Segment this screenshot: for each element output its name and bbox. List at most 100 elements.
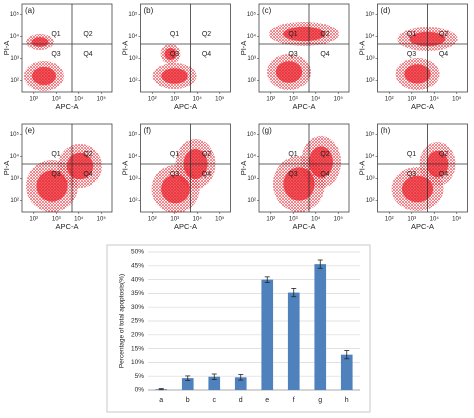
y-axis-label: PI-A: [357, 161, 366, 176]
event-core: [404, 64, 431, 84]
x-tick-label: 10⁴: [74, 216, 84, 223]
y-tick-label: 10⁴: [128, 153, 138, 160]
y-tick-label: 10⁵: [247, 11, 257, 18]
x-tick-label: 10³: [170, 217, 179, 223]
y-axis-label: PI-A: [120, 41, 129, 56]
panel-label: (f): [144, 126, 152, 135]
quadrant-label: Q2: [202, 31, 211, 38]
quadrant-label: Q1: [288, 31, 297, 38]
x-tick-label: 10⁵: [452, 96, 462, 103]
x-tick-label: 10²: [148, 217, 157, 223]
x-tick-label: 10²: [266, 217, 275, 223]
quadrant-label: Q4: [439, 171, 448, 178]
x-tick-label: 10⁵: [97, 216, 107, 223]
y-axis-label: PI-A: [2, 41, 11, 56]
flow-panel: Q1 Q2 Q3 Q4 (b) 10² 10³ 10⁴ 10⁵ 10² 10³ 10⁴ 10⁵ APC-A…: [120, 3, 231, 111]
quadrant-label: Q3: [288, 171, 297, 178]
y-tick-label: 10⁴: [128, 33, 138, 40]
x-tick-label: c: [213, 397, 217, 404]
panel-label: (e): [25, 126, 35, 135]
event-core: [31, 37, 49, 47]
bar: [181, 378, 194, 390]
bar: [287, 292, 300, 390]
x-tick-label: 10³: [52, 97, 61, 103]
x-tick-label: f: [293, 397, 295, 404]
event-core: [161, 68, 188, 84]
x-tick-label: 10⁵: [334, 216, 344, 223]
x-tick-label: 10²: [148, 97, 157, 103]
x-axis-label: APC-A: [56, 102, 79, 111]
x-tick-label: 10³: [289, 217, 298, 223]
y-tick-label: 10⁴: [365, 33, 375, 40]
y-tick-label: 20%: [131, 332, 144, 339]
y-tick-label: 10⁵: [128, 131, 138, 138]
quadrant-label: Q4: [320, 171, 329, 178]
quadrant-label: Q4: [202, 51, 211, 58]
y-tick-label: 10%: [131, 359, 144, 366]
event-core: [164, 48, 177, 60]
y-tick-label: 10²: [366, 78, 375, 84]
x-tick-label: 10⁴: [311, 216, 321, 223]
bar: [261, 279, 274, 390]
y-tick-label: 30%: [131, 304, 144, 311]
y-axis-label: PI-A: [120, 161, 129, 176]
quadrant-label: Q1: [170, 31, 179, 38]
y-tick-label: 10³: [10, 56, 19, 62]
x-axis-label: APC-A: [56, 222, 79, 231]
quadrant-label: Q3: [51, 51, 60, 58]
quadrant-label: Q3: [170, 171, 179, 178]
x-tick-label: b: [186, 397, 190, 404]
y-tick-label: 5%: [135, 373, 145, 380]
x-tick-label: 10⁴: [193, 96, 203, 103]
panel-label: (g): [262, 126, 272, 135]
y-tick-label: 0%: [135, 387, 145, 394]
x-tick-label: 10³: [407, 217, 416, 223]
event-core: [401, 175, 434, 203]
event-core: [283, 26, 325, 42]
x-tick-label: 10⁴: [430, 96, 440, 103]
x-tick-label: 10⁴: [74, 96, 84, 103]
y-tick-label: 10²: [366, 198, 375, 204]
quadrant-label: Q2: [202, 151, 211, 158]
x-axis-label: APC-A: [174, 102, 197, 111]
y-tick-label: 10⁵: [128, 11, 138, 18]
x-tick-label: 10³: [407, 97, 416, 103]
quadrant-label: Q1: [407, 31, 416, 38]
quadrant-label: Q1: [407, 151, 416, 158]
y-axis-label: PI-A: [239, 41, 248, 56]
y-tick-label: 10³: [366, 56, 375, 62]
quadrant-label: Q3: [51, 171, 60, 178]
quadrant-label: Q2: [439, 151, 448, 158]
quadrant-label: Q4: [439, 51, 448, 58]
x-tick-label: 10⁵: [334, 96, 344, 103]
x-axis-label: APC-A: [174, 222, 197, 231]
flow-panel: Q1 Q2 Q3 Q4 (h) 10² 10³ 10⁴ 10⁵ 10² 10³ 10⁴ 10⁵ APC-A…: [357, 123, 468, 231]
x-tick-label: 10⁵: [97, 96, 107, 103]
flow-panel: Q1 Q2 Q3 Q4 (c) 10² 10³ 10⁴ 10⁵ 10² 10³ 10⁴ 10⁵ APC-A…: [239, 3, 350, 111]
y-tick-label: 10⁴: [247, 33, 257, 40]
x-tick-label: 10²: [29, 97, 38, 103]
y-tick-label: 10⁵: [365, 11, 375, 18]
panel-label: (h): [381, 126, 391, 135]
x-axis-label: APC-A: [293, 222, 316, 231]
x-tick-label: g: [318, 397, 322, 404]
x-tick-label: 10³: [52, 217, 61, 223]
x-tick-label: 10⁴: [311, 96, 321, 103]
y-tick-label: 10²: [10, 78, 19, 84]
y-tick-label: 10⁴: [10, 33, 20, 40]
event-core: [36, 170, 68, 202]
quadrant-label: Q2: [83, 151, 92, 158]
x-tick-label: 10⁵: [215, 216, 225, 223]
quadrant-label: Q1: [170, 151, 179, 158]
quadrant-label: Q2: [320, 151, 329, 158]
event-core: [66, 152, 94, 180]
quadrant-label: Q2: [439, 31, 448, 38]
y-tick-label: 45%: [131, 263, 144, 270]
x-tick-label: 10²: [385, 217, 394, 223]
quadrant-label: Q1: [288, 151, 297, 158]
panel-label: (b): [144, 6, 154, 15]
x-tick-label: 10⁴: [193, 216, 203, 223]
x-tick-label: 10²: [385, 97, 394, 103]
y-tick-label: 35%: [131, 290, 144, 297]
